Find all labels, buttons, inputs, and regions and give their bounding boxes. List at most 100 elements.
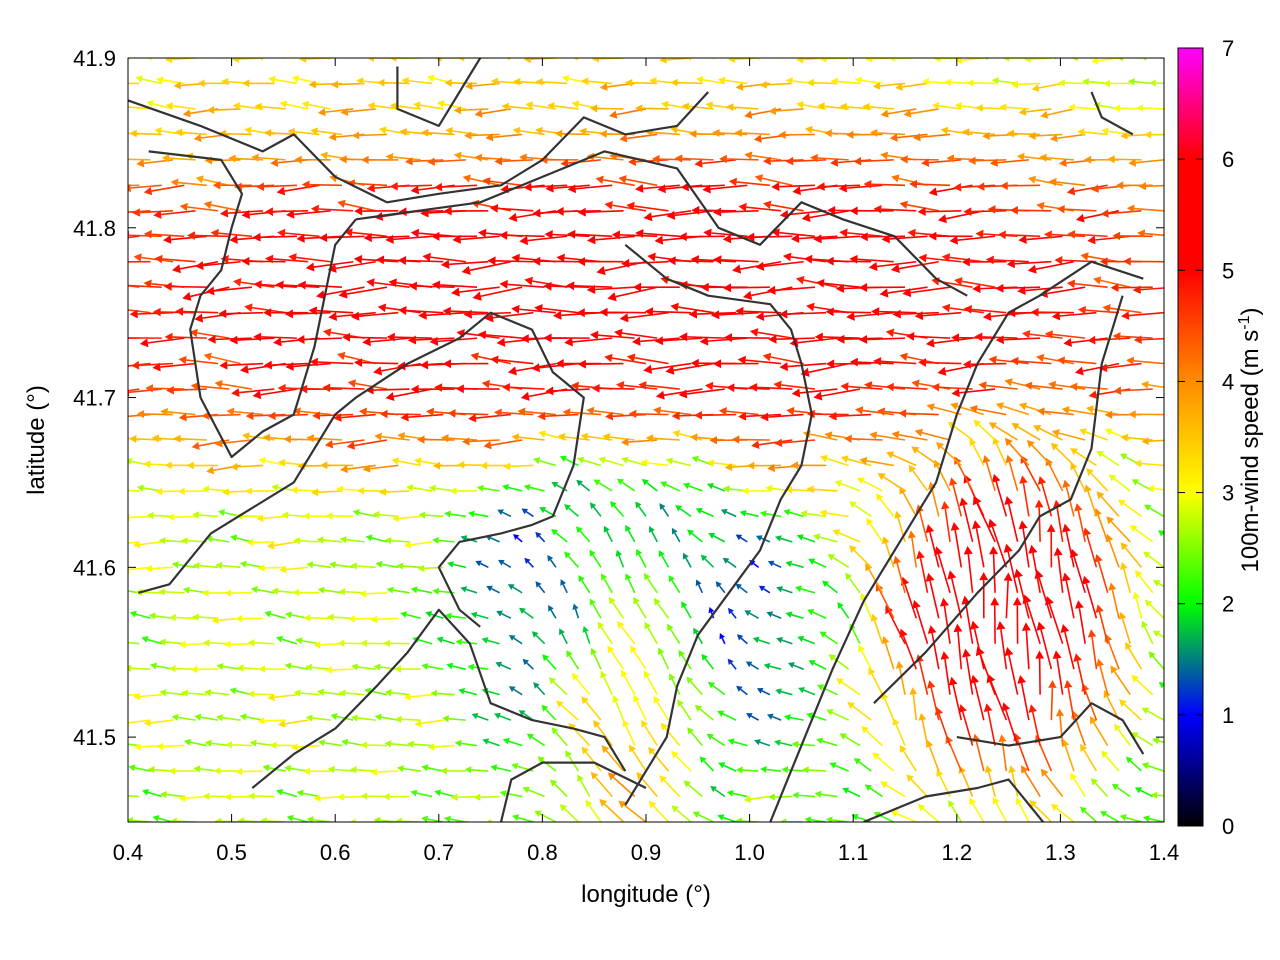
wind-arrow-head [551, 528, 559, 536]
wind-arrow-shaft [164, 591, 185, 594]
wind-arrow-shaft [579, 779, 591, 797]
wind-arrow-head [581, 77, 589, 86]
wind-arrow-head [1142, 815, 1150, 822]
wind-arrow-head [908, 464, 916, 473]
wind-arrow-head [726, 790, 734, 797]
wind-arrow-head [628, 157, 637, 166]
wind-arrow-head [507, 366, 517, 376]
wind-arrow-head [358, 407, 367, 416]
wind-arrow-head [366, 183, 375, 193]
wind-arrow-head [755, 261, 765, 271]
wind-arrow-head [937, 366, 947, 376]
wind-arrow-head [111, 305, 119, 313]
wind-arrow-head [385, 153, 394, 162]
wind-arrow-shaft [366, 592, 388, 595]
wind-arrow-shaft [743, 310, 782, 314]
wind-arrow-shaft [1025, 630, 1030, 670]
wind-arrow-head [660, 722, 669, 731]
wind-arrow-head [133, 540, 141, 549]
wind-arrow-shaft [501, 159, 534, 162]
wind-arrow-head [201, 411, 210, 420]
wind-arrow-shaft [270, 613, 286, 620]
colorbar-tick-label: 7 [1222, 36, 1234, 61]
x-tick-label: 1.2 [942, 840, 973, 865]
wind-arrow-head [1134, 787, 1143, 794]
wind-arrow-shaft [722, 816, 737, 822]
wind-arrow-head [265, 207, 274, 216]
wind-arrow-shaft [347, 108, 376, 113]
wind-arrow-head [845, 130, 854, 139]
wind-arrow-head [648, 525, 655, 533]
wind-arrow-shaft [754, 235, 793, 238]
wind-arrow-shaft [1056, 658, 1064, 695]
wind-arrow-head [155, 487, 163, 496]
wind-arrow-shaft [879, 498, 895, 517]
wind-arrow-shaft [416, 792, 433, 798]
wind-arrow-head [1157, 530, 1164, 537]
wind-arrow-shaft [413, 743, 433, 747]
wind-arrow-shaft [800, 588, 816, 594]
wind-arrow-head [817, 102, 825, 111]
wind-arrow-head [204, 739, 212, 747]
wind-arrow-head [1024, 381, 1033, 390]
wind-arrow-shaft [1144, 626, 1154, 645]
wind-arrow-head [464, 766, 472, 774]
wind-arrow-shaft [646, 577, 658, 594]
wind-arrow-shaft [841, 681, 861, 696]
wind-arrow-head [1132, 285, 1141, 294]
wind-arrow-shaft [646, 482, 658, 492]
wind-arrow-head [837, 602, 844, 610]
wind-arrow-shaft [286, 103, 309, 110]
wind-arrow-shaft [1003, 286, 1041, 290]
wind-arrow-head [840, 455, 849, 463]
wind-arrow-head [1058, 79, 1065, 87]
wind-arrow-shaft [824, 634, 838, 645]
wind-arrow-head [700, 554, 708, 562]
wind-arrow-shaft [491, 587, 500, 594]
wind-arrow-head [571, 100, 580, 108]
wind-arrow-head [535, 531, 542, 539]
wind-arrow-shaft [152, 566, 174, 570]
wind-arrow-shaft [562, 584, 568, 594]
wind-arrow-head [1114, 723, 1122, 732]
wind-arrow-head [773, 380, 782, 390]
wind-arrow-shaft [358, 311, 399, 317]
wind-arrow-shaft [851, 628, 861, 645]
wind-arrow-head [189, 328, 198, 338]
wind-arrow-head [880, 151, 889, 160]
wind-arrow-shaft [760, 537, 771, 543]
wind-arrow-head [907, 530, 916, 539]
wind-arrow-shaft [563, 808, 579, 822]
wind-arrow-head [741, 487, 749, 495]
wind-arrow-head [1017, 286, 1026, 296]
wind-arrow-head [102, 181, 109, 189]
wind-arrow-head [1061, 572, 1071, 582]
wind-arrow-shaft [1148, 817, 1164, 822]
wind-arrow-head [367, 102, 375, 110]
wind-arrow-head [628, 744, 637, 753]
wind-arrow-shaft [969, 131, 996, 136]
wind-arrow-shaft [131, 667, 151, 670]
wind-arrow-shaft [826, 583, 838, 594]
wind-arrow-shaft [938, 105, 962, 110]
wind-arrow-head [88, 256, 96, 264]
wind-arrow-head [819, 509, 827, 517]
wind-arrow-head [480, 461, 488, 470]
wind-arrow-shaft [167, 411, 196, 416]
wind-arrow-head [1066, 186, 1076, 196]
wind-arrow-head [413, 101, 421, 109]
wind-arrow-shaft [780, 537, 793, 543]
wind-arrow-head [1120, 542, 1129, 551]
wind-arrow-head [113, 413, 121, 421]
wind-arrow-shaft [476, 715, 489, 721]
wind-arrow-shaft [1040, 629, 1053, 670]
wind-arrow-shaft [430, 613, 444, 620]
wind-arrow-shaft [330, 386, 365, 390]
wind-arrow-shaft [1116, 786, 1131, 798]
wind-arrow-head [284, 611, 293, 619]
wind-arrow-head [391, 457, 399, 465]
wind-arrow-head [545, 386, 554, 396]
wind-arrow-head [785, 77, 793, 85]
wind-arrow-head [625, 78, 633, 87]
wind-arrow-head [340, 107, 349, 116]
